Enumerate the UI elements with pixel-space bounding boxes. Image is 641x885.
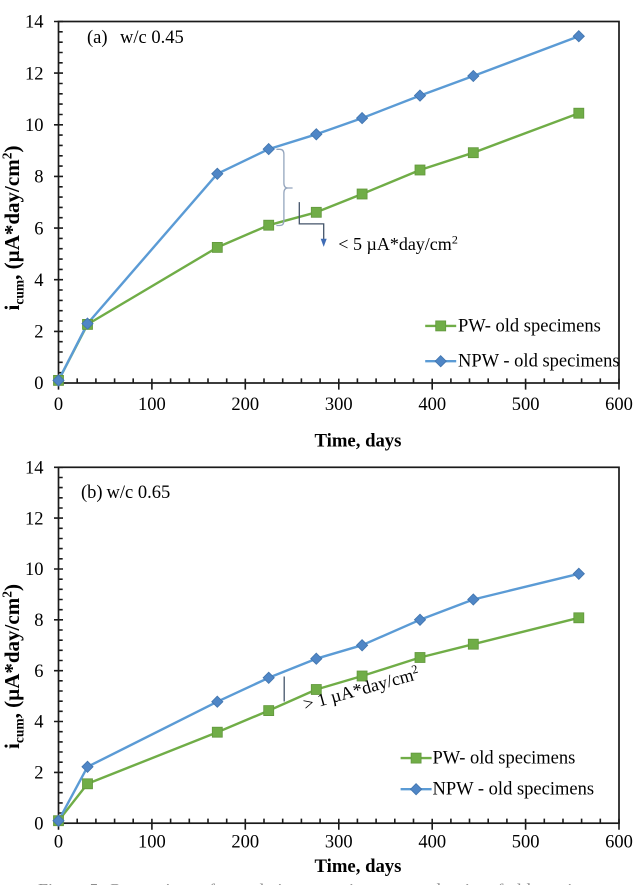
svg-text:(a): (a)	[87, 28, 108, 48]
svg-text:12: 12	[25, 64, 44, 84]
svg-text:500: 500	[512, 833, 540, 853]
svg-text:0: 0	[54, 395, 63, 415]
svg-text:300: 300	[325, 833, 353, 853]
svg-text:8: 8	[34, 611, 43, 631]
svg-text:4: 4	[34, 271, 43, 291]
svg-text:w/c 0.45: w/c 0.45	[120, 28, 184, 48]
svg-text:600: 600	[605, 833, 633, 853]
svg-text:14: 14	[25, 13, 44, 33]
svg-text:500: 500	[512, 395, 540, 415]
svg-text:PW- old specimens: PW- old specimens	[458, 316, 601, 336]
svg-text:2: 2	[34, 323, 43, 343]
svg-text:10: 10	[25, 116, 44, 136]
svg-text:Figure 5. Comparison of cumula: Figure 5. Comparison of cumulative corro…	[38, 880, 610, 885]
svg-text:300: 300	[325, 395, 353, 415]
svg-text:8: 8	[34, 168, 43, 188]
svg-text:10: 10	[25, 560, 44, 580]
svg-text:icum, (µA*day/cm2): icum, (µA*day/cm2)	[0, 584, 27, 749]
svg-text:w/c 0.65: w/c 0.65	[107, 483, 171, 503]
svg-text:6: 6	[34, 219, 43, 239]
svg-text:(b): (b)	[81, 483, 103, 503]
svg-text:14: 14	[25, 459, 44, 479]
svg-text:0: 0	[34, 814, 43, 834]
svg-text:400: 400	[418, 833, 446, 853]
svg-text:0: 0	[34, 374, 43, 394]
svg-text:PW- old specimens: PW- old specimens	[433, 749, 576, 769]
svg-text:600: 600	[605, 395, 633, 415]
svg-text:Time, days: Time, days	[315, 856, 402, 877]
svg-text:400: 400	[418, 395, 446, 415]
svg-text:2: 2	[34, 764, 43, 784]
svg-text:6: 6	[34, 662, 43, 682]
svg-text:12: 12	[25, 509, 44, 529]
svg-text:4: 4	[34, 713, 43, 733]
svg-text:200: 200	[231, 833, 259, 853]
svg-text:200: 200	[231, 395, 259, 415]
svg-text:NPW - old specimens: NPW - old specimens	[458, 352, 620, 372]
svg-text:100: 100	[138, 833, 166, 853]
svg-text:0: 0	[54, 833, 63, 853]
svg-text:NPW - old specimens: NPW - old specimens	[433, 780, 595, 800]
svg-text:100: 100	[138, 395, 166, 415]
svg-text:< 5 µA*day/cm2: < 5 µA*day/cm2	[338, 232, 458, 254]
svg-text:Time, days: Time, days	[315, 431, 402, 452]
